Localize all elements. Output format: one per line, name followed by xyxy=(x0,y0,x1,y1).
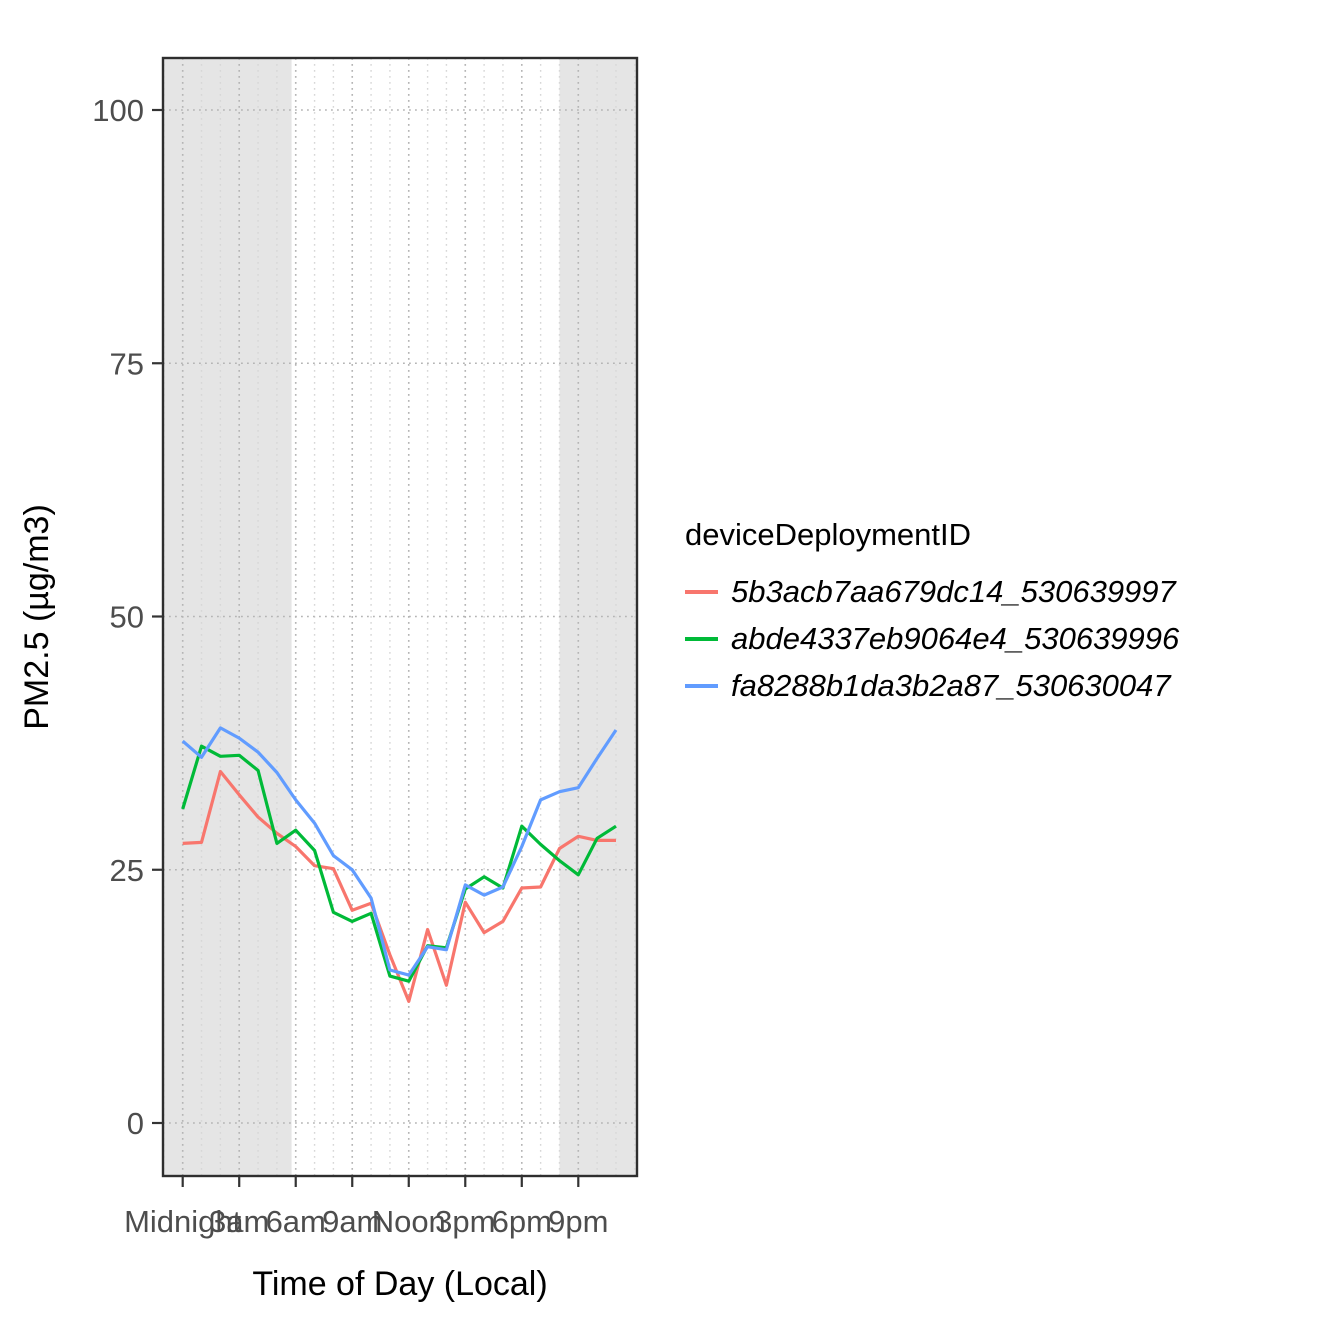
x-tick-label: 3am xyxy=(209,1204,269,1239)
x-tick-label: 6am xyxy=(266,1204,326,1239)
legend-key-line xyxy=(685,589,718,594)
y-tick-label: 0 xyxy=(127,1106,144,1141)
legend-item-label: 5b3acb7aa679dc14_530639997 xyxy=(731,573,1176,609)
y-tick-label: 75 xyxy=(110,346,144,381)
y-tick-label: 50 xyxy=(110,600,144,635)
legend-item: abde4337eb9064e4_530639996 xyxy=(685,615,1179,662)
legend: deviceDeploymentID 5b3acb7aa679dc14_5306… xyxy=(685,518,1179,709)
legend-items: 5b3acb7aa679dc14_530639997 abde4337eb9064… xyxy=(685,568,1179,709)
x-tick-label: Noon xyxy=(372,1204,446,1239)
legend-item: 5b3acb7aa679dc14_530639997 xyxy=(685,568,1179,615)
legend-item-label: abde4337eb9064e4_530639996 xyxy=(731,620,1180,656)
y-tick-label: 100 xyxy=(92,93,144,128)
series-lines xyxy=(181,726,618,1004)
series-line-fa8288b1da3b2a87_530630047 xyxy=(181,726,618,977)
x-axis-title: Time of Day (Local) xyxy=(252,1265,547,1303)
night-shade-layer xyxy=(163,58,637,1176)
x-tick-label: 6pm xyxy=(492,1204,552,1239)
x-tick-label: 9pm xyxy=(548,1204,608,1239)
legend-item: fa8288b1da3b2a87_530630047 xyxy=(685,662,1179,709)
legend-title: deviceDeploymentID xyxy=(685,517,972,552)
legend-key-line xyxy=(685,683,718,688)
x-tick-label: Midnight xyxy=(124,1204,242,1239)
night-shade-region xyxy=(163,58,292,1176)
x-tick-label: 3pm xyxy=(435,1204,495,1239)
series-line-abde4337eb9064e4_530639996 xyxy=(181,744,617,983)
legend-item-label: fa8288b1da3b2a87_530630047 xyxy=(731,667,1171,703)
legend-key-line xyxy=(685,636,718,641)
y-tick-label: 25 xyxy=(110,853,144,888)
gridlines xyxy=(163,58,637,1176)
y-axis-title: PM2.5 (µg/m3) xyxy=(18,504,56,730)
x-tick-label: 9am xyxy=(322,1204,382,1239)
